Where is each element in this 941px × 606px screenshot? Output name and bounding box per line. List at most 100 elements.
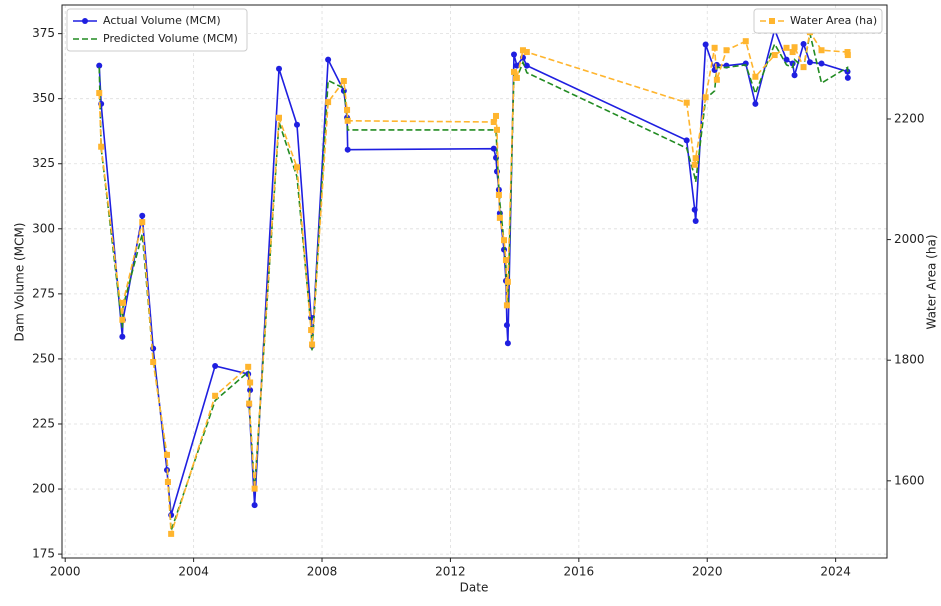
point [493, 168, 500, 175]
point [791, 44, 798, 51]
point [212, 392, 219, 399]
y-tick-label: 350 [32, 91, 55, 105]
point [308, 327, 315, 334]
point [752, 100, 759, 107]
point [495, 191, 502, 198]
point [800, 64, 807, 71]
point [293, 121, 300, 128]
point [523, 62, 530, 69]
point [501, 237, 508, 244]
series-line [98, 33, 849, 531]
point [752, 73, 759, 80]
point [503, 322, 510, 329]
y-tick-label: 300 [32, 221, 55, 235]
y2-tick-label: 1800 [894, 353, 925, 367]
point [490, 118, 497, 125]
point [742, 38, 749, 45]
point [164, 479, 171, 486]
point [818, 60, 825, 67]
legend: Actual Volume (MCM) Predicted Volume (MCM… [66, 8, 248, 52]
point [246, 400, 253, 407]
point [212, 362, 219, 369]
point [691, 206, 698, 213]
y2-tick-label: 2200 [894, 111, 925, 125]
point [791, 72, 798, 79]
point [502, 257, 509, 264]
point [519, 47, 526, 54]
point [523, 49, 530, 56]
point [789, 60, 796, 67]
point [251, 485, 258, 492]
point [168, 512, 175, 519]
y-tick-label: 200 [32, 482, 55, 496]
point [344, 146, 351, 153]
legend-marker [769, 18, 775, 24]
point [806, 59, 813, 66]
x-tick-label: 2000 [50, 565, 81, 579]
point [96, 62, 103, 69]
point [510, 68, 517, 75]
x-tick-label: 2016 [564, 565, 595, 579]
point [702, 41, 709, 48]
point [96, 90, 103, 97]
point [691, 161, 698, 168]
series-line [98, 27, 849, 516]
y-tick-label: 325 [32, 156, 55, 170]
point [818, 47, 825, 54]
point [789, 49, 796, 56]
y-tick-label: 175 [32, 547, 55, 561]
point [713, 76, 720, 83]
legend-box [753, 8, 883, 34]
y2-tick-label: 2000 [894, 232, 925, 246]
point [513, 74, 520, 81]
point [510, 51, 517, 58]
x-tick-label: 2004 [178, 565, 209, 579]
point [309, 341, 316, 348]
point [503, 302, 510, 309]
point [683, 137, 690, 144]
point [344, 117, 351, 124]
point [844, 74, 851, 81]
point [325, 56, 332, 63]
point [119, 333, 126, 340]
point [119, 316, 126, 323]
x-tick-label: 2012 [435, 565, 466, 579]
point [98, 143, 105, 150]
point [683, 99, 690, 106]
legend-label: Water Area (ha) [790, 14, 877, 27]
point [276, 65, 283, 72]
point [340, 77, 347, 84]
y2-tick-label: 1600 [894, 473, 925, 487]
point [783, 44, 790, 51]
point [150, 345, 157, 352]
point [513, 62, 520, 69]
point [692, 217, 699, 224]
point [163, 451, 170, 458]
point [493, 112, 500, 119]
point [325, 99, 332, 106]
point [119, 299, 126, 306]
y-tick-label: 275 [32, 286, 55, 300]
point [139, 219, 146, 226]
point [844, 52, 851, 59]
legend: Water Area (ha) [753, 8, 883, 34]
y-tick-label: 225 [32, 416, 55, 430]
point [844, 49, 851, 56]
legend-box [66, 8, 248, 52]
plot-frame [61, 4, 888, 559]
legend-label: Actual Volume (MCM) [103, 14, 221, 27]
series-line [98, 29, 849, 535]
point [245, 363, 252, 370]
point [692, 155, 699, 162]
point [496, 214, 503, 221]
y2-axis-label: Water Area (ha) [925, 234, 939, 329]
point [150, 359, 157, 366]
point [711, 44, 718, 51]
point [783, 56, 790, 63]
point [139, 212, 146, 219]
legend-label: Predicted Volume (MCM) [103, 32, 238, 45]
x-tick-label: 2008 [307, 565, 338, 579]
point [168, 530, 175, 537]
point [800, 41, 807, 48]
